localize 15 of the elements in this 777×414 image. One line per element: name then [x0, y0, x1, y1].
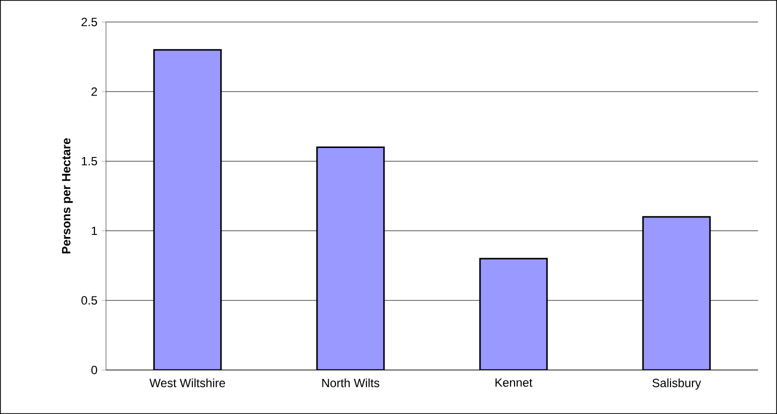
- y-tick-label: 2.5: [82, 18, 98, 26]
- y-tick-label: 0.5: [81, 296, 98, 305]
- bar: [479, 258, 548, 370]
- y-tick-label: 0: [91, 366, 98, 374]
- bar: [153, 49, 222, 370]
- y-tick-label: 2: [92, 87, 97, 96]
- bar: [316, 146, 385, 370]
- x-tick-label: Salisbury: [652, 378, 702, 390]
- x-tick-label: Kennet: [496, 378, 532, 387]
- x-tick-label: West Wiltshire: [149, 378, 226, 388]
- x-tick-label: North Wilts: [322, 378, 380, 388]
- y-axis-title: Persons per Hectare: [62, 138, 73, 254]
- y-tick-label: 1: [92, 226, 97, 235]
- y-tick-label: 1.5: [82, 157, 98, 166]
- bar: [642, 216, 711, 370]
